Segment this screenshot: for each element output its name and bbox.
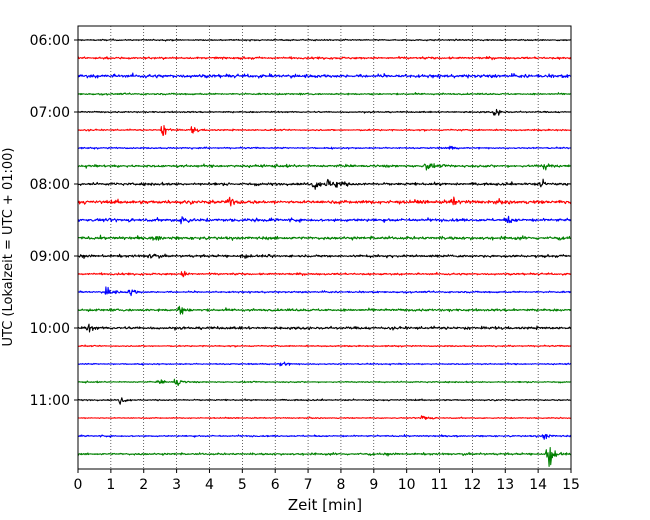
trace-09:00 — [77, 253, 572, 259]
y-tick-label: 08:00 — [30, 177, 70, 193]
trace-07:00 — [77, 108, 572, 116]
trace-11:00 — [77, 397, 572, 405]
y-axis-ticks: 06:00 07:00 08:00 09:00 10:00 11:00 — [30, 33, 78, 409]
y-tick-label: 06:00 — [30, 33, 70, 49]
vertical-gridlines — [110, 26, 539, 469]
y-tick-label: 09:00 — [30, 249, 70, 265]
trace-11:30 — [77, 433, 572, 440]
x-tick-label: 10 — [398, 477, 416, 493]
x-axis-ticks: 0 1 2 3 4 5 6 7 8 9 10 11 12 13 14 15 — [74, 469, 580, 493]
x-tick-label: 3 — [172, 477, 181, 493]
y-tick-label: 11:00 — [30, 393, 70, 409]
trace-09:45 — [77, 305, 572, 315]
trace-08:30 — [77, 215, 572, 225]
trace-07:30 — [77, 145, 572, 150]
y-tick-label: 07:00 — [30, 105, 70, 121]
trace-07:45 — [77, 163, 572, 171]
x-tick-label: 12 — [463, 477, 481, 493]
x-tick-label: 15 — [562, 477, 580, 493]
x-tick-label: 9 — [369, 477, 378, 493]
x-tick-label: 6 — [271, 477, 280, 493]
trace-10:00 — [77, 323, 572, 333]
trace-06:30 — [77, 72, 572, 80]
x-tick-label: 8 — [336, 477, 345, 493]
trace-06:15 — [77, 55, 572, 61]
x-tick-label: 11 — [431, 477, 449, 493]
x-tick-label: 7 — [304, 477, 313, 493]
trace-06:00 — [77, 38, 572, 42]
x-tick-label: 13 — [496, 477, 514, 493]
trace-10:30 — [77, 361, 572, 367]
trace-06:45 — [77, 92, 572, 96]
y-tick-label: 10:00 — [30, 321, 70, 337]
x-tick-label: 1 — [106, 477, 115, 493]
trace-10:45 — [77, 378, 572, 387]
y-axis-label: UTC (Lokalzeit = UTC + 01:00) — [1, 148, 16, 347]
x-tick-label: 5 — [238, 477, 247, 493]
plot-frame — [77, 25, 572, 470]
seismic-traces — [77, 38, 572, 467]
x-tick-label: 0 — [74, 477, 83, 493]
trace-11:15 — [77, 415, 572, 421]
trace-08:15 — [77, 196, 572, 207]
x-tick-label: 2 — [139, 477, 148, 493]
trace-08:45 — [77, 234, 572, 241]
trace-08:00 — [77, 178, 572, 190]
x-tick-label: 4 — [205, 477, 214, 493]
x-axis-label: Zeit [min] — [288, 496, 362, 514]
trace-09:15 — [77, 270, 572, 278]
trace-11:45 — [77, 446, 572, 467]
x-tick-label: 14 — [529, 477, 547, 493]
trace-09:30 — [77, 286, 572, 297]
trace-07:15 — [77, 124, 572, 136]
trace-10:15 — [77, 344, 572, 348]
